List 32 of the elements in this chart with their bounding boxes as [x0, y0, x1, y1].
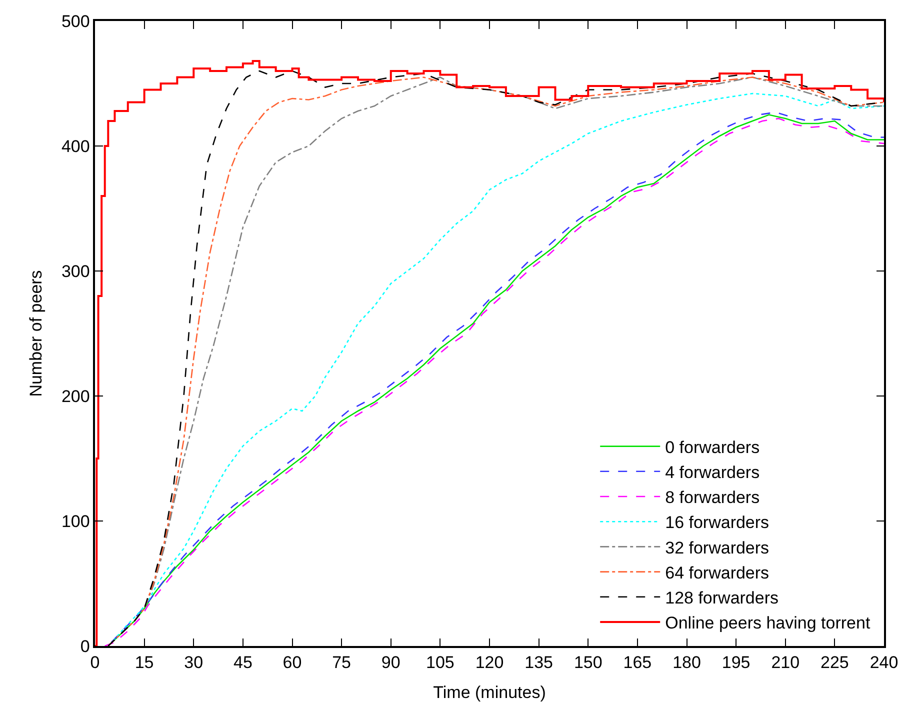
x-tick-label: 150	[574, 653, 602, 672]
x-tick-label: 180	[672, 653, 701, 672]
x-tick-label: 30	[184, 653, 204, 672]
x-tick-label: 120	[475, 653, 504, 672]
x-tick-label: 225	[820, 653, 849, 672]
x-axis-title: Time (minutes)	[433, 683, 546, 702]
x-tick-label: 90	[381, 653, 400, 672]
x-tick-label: 60	[282, 653, 302, 672]
y-tick-label: 100	[61, 512, 90, 531]
legend-label: 0 forwarders	[665, 438, 760, 457]
legend-label: Online peers having torrent	[665, 614, 870, 633]
legend-label: 128 forwarders	[665, 588, 778, 608]
x-tick-label: 15	[134, 653, 154, 672]
legend-label: 32 forwarders	[665, 538, 770, 558]
x-tick-label: 195	[722, 653, 750, 672]
y-tick-label: 0	[80, 636, 90, 656]
x-tick-label: 210	[771, 653, 800, 672]
legend-label: 64 forwarders	[665, 563, 770, 582]
x-tick-label: 105	[426, 653, 454, 672]
y-tick-label: 200	[61, 386, 90, 406]
legend-label: 16 forwarders	[665, 513, 770, 532]
legend-label: 4 forwarders	[665, 463, 760, 482]
legend-label: 8 forwarders	[665, 488, 760, 508]
y-axis-title: Number of peers	[26, 270, 46, 397]
x-tick-label: 165	[623, 653, 652, 672]
x-tick-label: 75	[332, 653, 352, 672]
x-tick-label: 45	[233, 653, 252, 672]
x-tick-label: 135	[524, 653, 553, 672]
y-tick-label: 500	[61, 12, 90, 31]
x-tick-label: 240	[870, 653, 898, 672]
y-tick-label: 400	[61, 136, 90, 156]
y-tick-label: 300	[61, 262, 90, 281]
